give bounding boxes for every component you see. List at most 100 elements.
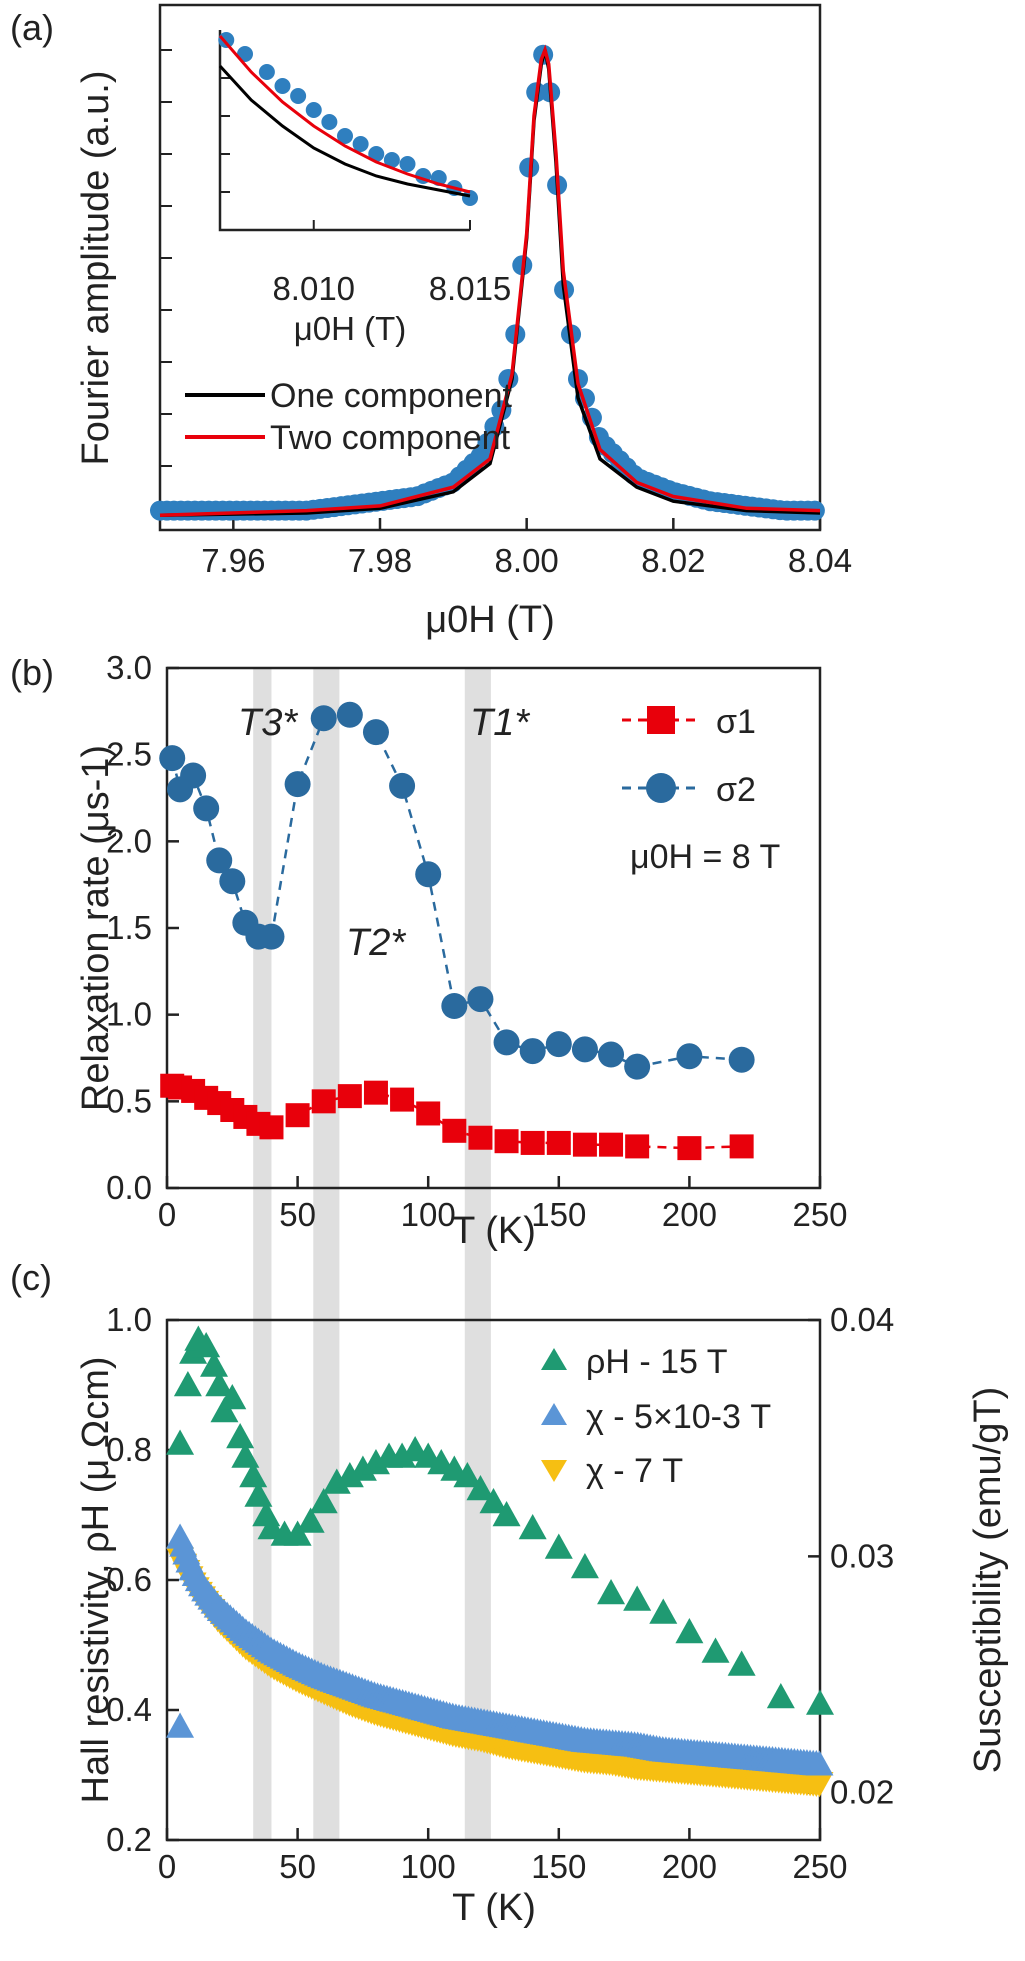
rhoH-point — [388, 1442, 417, 1468]
panel-c-y2-label: Susceptibility (emu/gT) — [967, 1387, 1009, 1773]
inset-x-label: μ0H (T) — [294, 310, 407, 347]
panel-b-y-tick-label: 0.0 — [106, 1169, 152, 1206]
transition-shading-band — [464, 668, 491, 1840]
rhoH-point — [309, 1488, 338, 1514]
sigma2-point — [624, 1053, 651, 1080]
panel-b-y-tick-label: 2.0 — [106, 822, 152, 859]
transition-shading-band — [253, 668, 272, 1840]
inset-data-point — [368, 146, 385, 162]
panel-c-y-tick-label: 0.8 — [106, 1431, 152, 1468]
panel-b-x-tick-label: 0 — [158, 1196, 176, 1233]
sigma1-point — [677, 1136, 702, 1161]
rhoH-point — [348, 1455, 377, 1481]
sigma2-point — [545, 1031, 572, 1058]
sigma2-point — [519, 1038, 546, 1065]
rhoH-point — [231, 1442, 260, 1468]
rhoH-point — [205, 1371, 234, 1397]
legend-one-component-label: One component — [270, 377, 512, 415]
panel-a: (a) 7.96 7.98 8.00 8.02 8.04 μ0H (T) Fourier… — [10, 3, 852, 641]
legend-two-component-label: Two component — [270, 419, 511, 457]
sigma2-point — [676, 1043, 703, 1070]
panel-a-letter: (a) — [10, 7, 54, 48]
sigma2-point — [415, 861, 442, 888]
panel-b-y-tick-label: 3.0 — [106, 649, 152, 686]
panel-c-x-label: T (K) — [452, 1887, 536, 1929]
sigma2-point — [336, 701, 363, 728]
sigma2-point — [728, 1046, 755, 1073]
panel-b-y-label: Relaxation rate (μs-1) — [75, 745, 117, 1111]
panel-c-y2-tick-label: 0.02 — [830, 1774, 894, 1811]
panel-b-y-tick-label: 0.5 — [106, 1082, 152, 1119]
inset-data-point — [399, 156, 416, 172]
panel-a-x-label: μ0H (T) — [425, 599, 555, 641]
inset-x-tick-label: 8.015 — [429, 270, 512, 307]
legend-sigma1-label: σ1 — [716, 703, 756, 741]
panel-c-ticks: 0 50 100 150 200 250 0.2 0.4 0.6 0.8 1.0 0.02 0.03 0.… — [106, 1301, 894, 1885]
rhoH-point — [806, 1689, 834, 1715]
rhoH-point — [597, 1579, 626, 1605]
sigma2-point — [258, 923, 285, 950]
rhoH-point — [166, 1429, 195, 1455]
panel-a-x-tick-label: 8.00 — [495, 542, 559, 579]
rhoH-point — [453, 1462, 482, 1488]
sigma1-point — [363, 1080, 388, 1105]
panel-a-x-tick-label: 8.04 — [788, 542, 852, 579]
panel-a-axes-frame — [158, 3, 822, 532]
rhoH-point — [239, 1462, 268, 1488]
panel-a-legend: One component Two component — [185, 377, 512, 457]
rhoH-point — [210, 1397, 239, 1423]
sigma2-point — [389, 772, 416, 799]
sigma2-point — [219, 868, 246, 895]
inset-data-point — [274, 78, 291, 94]
sigma1-point — [494, 1129, 519, 1154]
legend-chi-small-label: χ - 5×10-3 T — [586, 1398, 771, 1436]
panel-b-x-label: T (K) — [452, 1210, 536, 1252]
panel-b-x-tick-label: 50 — [279, 1196, 316, 1233]
inset-ticks: 8.010 8.015 — [220, 39, 512, 307]
rhoH-point — [173, 1371, 202, 1397]
inset-data-point — [321, 114, 338, 130]
sigma2-point — [441, 993, 468, 1019]
panel-a-x-tick-label: 7.98 — [348, 542, 412, 579]
rhoH-points — [166, 1325, 834, 1715]
rhoH-point — [335, 1462, 364, 1488]
inset-two-component-line — [218, 35, 471, 194]
transition-shading-bands — [253, 668, 491, 1840]
legend-sigma1-marker — [647, 706, 675, 734]
sigma2-point — [493, 1029, 520, 1056]
legend-sigma2-marker — [646, 773, 676, 803]
panel-c-y2-tick-label: 0.04 — [830, 1301, 894, 1338]
panel-c-letter: (c) — [10, 1257, 52, 1298]
panel-c-x-tick-label: 100 — [401, 1848, 456, 1885]
rhoH-point — [570, 1553, 599, 1579]
inset-data-points — [218, 32, 478, 206]
rhoH-point — [179, 1338, 208, 1364]
panel-b-y-tick-label: 1.0 — [106, 996, 152, 1033]
panel-a-y-ticks — [160, 49, 172, 519]
rhoH-point — [361, 1449, 390, 1475]
sigma2-point — [598, 1041, 625, 1068]
panel-b-x-tick-label: 100 — [401, 1196, 456, 1233]
sigma1-point — [337, 1084, 362, 1109]
sigma2-point — [206, 847, 233, 874]
sigma2-point — [284, 771, 311, 798]
panel-c-x-tick-label: 0 — [158, 1848, 176, 1885]
panel-b-x-tick-label: 200 — [662, 1196, 717, 1233]
sigma1-point — [285, 1103, 310, 1128]
inset-data-point — [258, 64, 275, 80]
inset-data-point — [218, 32, 235, 48]
annotation-t2: T2* — [346, 922, 406, 964]
rhoH-point — [675, 1618, 704, 1644]
inset-x-tick-label: 8.010 — [272, 270, 355, 307]
inset-one-component-line — [218, 64, 471, 198]
rhoH-point — [518, 1514, 547, 1540]
transition-shading-band — [313, 668, 340, 1840]
panel-b-letter: (b) — [10, 652, 54, 693]
panel-a-y-label: Fourier amplitude (a.u.) — [75, 71, 117, 466]
sigma2-point — [180, 762, 207, 789]
rhoH-point — [218, 1384, 247, 1410]
panel-a-two-component-line — [159, 44, 821, 518]
panel-a-inset: 8.010 8.015 μ0H (T) — [218, 30, 511, 347]
rhoH-point — [649, 1598, 678, 1624]
inset-data-point — [462, 190, 478, 206]
